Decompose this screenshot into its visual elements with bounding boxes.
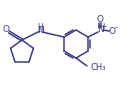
Text: O: O [97,15,104,24]
Text: H: H [37,23,43,32]
Text: O: O [2,26,10,35]
Text: +: + [101,22,107,31]
Text: O: O [109,27,116,36]
Text: CH₃: CH₃ [90,62,106,71]
Text: N: N [97,26,103,35]
Text: N: N [37,26,43,35]
Text: -: - [114,23,117,32]
